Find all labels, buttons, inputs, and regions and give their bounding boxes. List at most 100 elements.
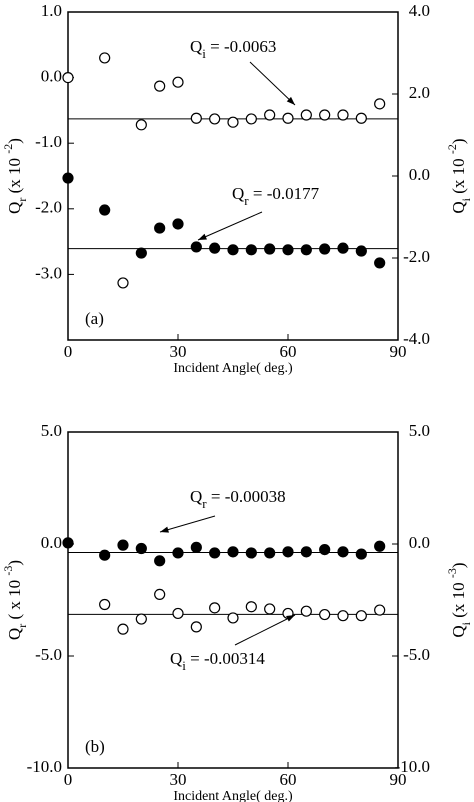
data-point [264,547,276,559]
panel-label: (a) [85,309,104,328]
data-point [227,116,239,128]
data-point [117,277,129,289]
arrow-head [160,526,169,533]
annotation-part: Q [190,37,202,56]
x-axis-label: Incident Angle( deg.) [173,361,293,376]
y-tick-label: 0.0 [41,533,62,552]
data-point [172,218,184,230]
data-point [190,112,202,124]
data-point [374,540,386,552]
data-point [282,244,294,256]
label-part: -3 [445,568,459,578]
arrow-shaft [159,515,216,533]
data-point [355,610,367,622]
data-point [209,602,221,614]
axis-label: Qi (x 10 -2) [445,138,473,213]
data-point [282,112,294,124]
axis-label: Qr (x 10 -2) [1,138,29,214]
data-point [190,541,202,553]
data-point [135,247,147,259]
x-axis-label: Incident Angle( deg.) [173,789,293,802]
data-point [190,241,202,253]
annotation-part: r [244,193,249,208]
data-point [374,98,386,110]
plot-frame [67,431,399,769]
label-part: r [15,198,29,202]
data-point [300,109,312,121]
x-tick-label: 30 [170,770,187,789]
data-point [209,547,221,559]
data-point [172,76,184,88]
data-point [300,605,312,617]
x-tick-label: 30 [170,342,187,361]
y-tick-label: -10.0 [27,757,62,776]
data-point [319,543,331,556]
data-point [355,112,367,124]
data-point [117,539,129,551]
data-point [245,113,257,125]
arrow-head [286,96,295,105]
label-part: (x 10 [449,154,468,198]
annotation-part: r [202,496,207,511]
annotation: Qi = -0.0063 [190,37,276,62]
data-point [245,244,257,256]
panel-label: (b) [85,737,105,756]
data-point [99,52,111,64]
data-point [245,547,257,559]
plot-frame [67,11,399,341]
data-point [190,621,202,633]
label-part: ) [449,138,468,144]
data-point [245,601,257,613]
data-point [264,603,276,615]
annotation: Qi = -0.00314 [170,649,265,674]
label-part: (x 10 [5,154,24,198]
data-point [227,244,239,256]
data-point [264,109,276,121]
data-point [227,546,239,558]
data-point [99,204,111,216]
data-point [99,598,111,611]
data-point [154,222,166,234]
annotation-part: Q [170,649,182,668]
data-point [62,537,74,549]
data-point [337,610,349,622]
x-tick-label: 0 [64,342,73,361]
data-point [154,555,166,567]
data-point [337,242,349,254]
y2-tick-label: 0.0 [409,533,430,552]
y-tick-label: -5.0 [35,645,62,664]
label-part: Q [449,201,468,213]
annotation-part: = -0.0177 [249,184,320,203]
x-tick-label: 0 [64,770,73,789]
data-point [227,612,239,624]
data-point [319,608,331,621]
label-part: ) [5,560,24,566]
label-part: i [459,621,473,625]
y2-tick-label: 4.0 [409,1,430,20]
data-point [374,604,386,616]
y2-tick-label: -4.0 [403,329,430,348]
label-part: -2 [445,144,459,154]
y2-tick-label: -10.0 [395,757,430,776]
data-point [300,244,312,256]
annotation-part: Q [232,184,244,203]
data-point [172,607,184,620]
y-tick-label: 1.0 [41,1,62,20]
x-tick-label: 90 [390,342,407,361]
label-part: ) [449,562,468,568]
data-point [355,245,367,257]
arrow-head [286,615,295,622]
y-tick-label: -3.0 [35,263,62,282]
label-part: ) [5,138,24,144]
arrow-shaft [234,614,296,646]
data-point [117,623,129,635]
data-point [337,546,349,558]
x-tick-label: 60 [280,342,297,361]
data-point [209,242,221,254]
label-part: Q [449,625,468,637]
label-part: r [15,624,29,628]
y2-tick-label: 5.0 [409,421,430,440]
data-point [154,588,166,601]
annotation: Qr = -0.00038 [190,487,286,512]
